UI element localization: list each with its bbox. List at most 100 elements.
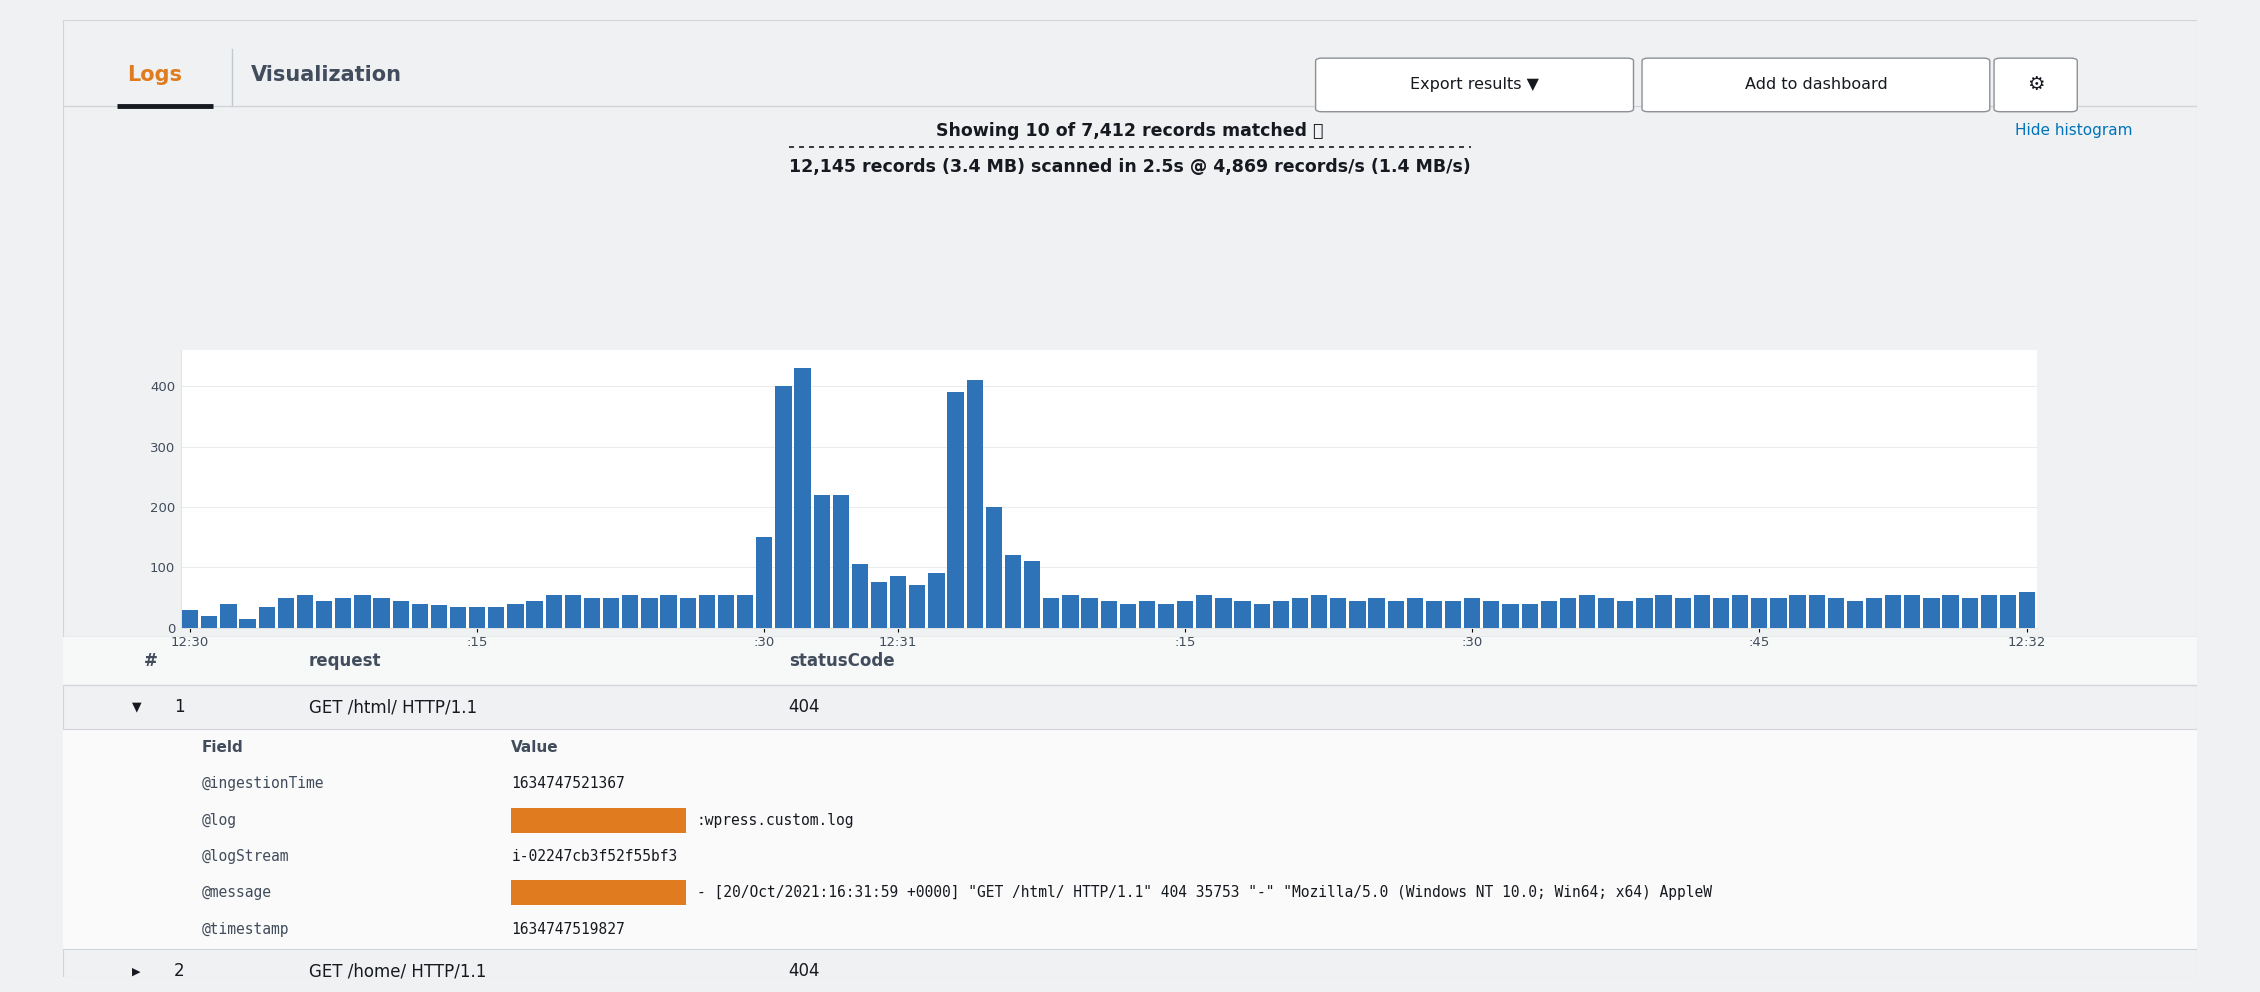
- Bar: [1444, 600, 1462, 628]
- Bar: [2000, 594, 2016, 628]
- Bar: [1944, 594, 1959, 628]
- Text: Showing 10 of 7,412 records matched ⓘ: Showing 10 of 7,412 records matched ⓘ: [936, 122, 1324, 140]
- Text: @message: @message: [201, 886, 271, 901]
- Bar: [1311, 594, 1327, 628]
- Bar: [1636, 597, 1652, 628]
- Bar: [1388, 600, 1403, 628]
- Bar: [432, 605, 447, 628]
- Bar: [642, 597, 658, 628]
- Bar: [622, 594, 637, 628]
- Bar: [1828, 597, 1844, 628]
- Bar: [316, 600, 332, 628]
- Bar: [1770, 597, 1785, 628]
- Bar: [1024, 561, 1040, 628]
- Bar: [1062, 594, 1078, 628]
- Bar: [488, 606, 504, 628]
- Bar: [411, 603, 427, 628]
- Bar: [1331, 597, 1347, 628]
- Bar: [1139, 600, 1155, 628]
- Bar: [890, 576, 906, 628]
- Bar: [545, 594, 563, 628]
- Bar: [1962, 597, 1978, 628]
- Text: request: request: [310, 652, 382, 671]
- Bar: [793, 368, 811, 628]
- Text: GET /home/ HTTP/1.1: GET /home/ HTTP/1.1: [310, 962, 486, 980]
- Bar: [296, 594, 314, 628]
- Bar: [1846, 600, 1862, 628]
- Bar: [1254, 603, 1270, 628]
- Bar: [1080, 597, 1098, 628]
- Bar: [393, 600, 409, 628]
- Bar: [1503, 603, 1519, 628]
- Text: statusCode: statusCode: [789, 652, 895, 671]
- Bar: [603, 597, 619, 628]
- Bar: [1234, 600, 1250, 628]
- Text: Field: Field: [201, 740, 244, 755]
- Text: Visualization: Visualization: [251, 65, 402, 85]
- Bar: [450, 606, 466, 628]
- Text: :wpress.custom.log: :wpress.custom.log: [696, 812, 854, 827]
- Bar: [737, 594, 753, 628]
- Text: Logs: Logs: [127, 65, 183, 85]
- Bar: [1157, 603, 1175, 628]
- Text: ▶: ▶: [131, 966, 140, 976]
- Bar: [1006, 556, 1022, 628]
- Bar: [201, 616, 217, 628]
- Bar: [1980, 594, 1998, 628]
- Bar: [63, 729, 2197, 949]
- Text: ⚙: ⚙: [2027, 75, 2045, 94]
- FancyBboxPatch shape: [1993, 59, 2077, 112]
- Bar: [1580, 594, 1596, 628]
- Bar: [1731, 594, 1749, 628]
- Bar: [660, 594, 676, 628]
- Bar: [947, 393, 963, 628]
- Bar: [852, 564, 868, 628]
- Text: @ingestionTime: @ingestionTime: [201, 777, 325, 792]
- Bar: [909, 585, 924, 628]
- Bar: [1464, 597, 1480, 628]
- Text: 1634747519827: 1634747519827: [511, 922, 626, 936]
- Bar: [1521, 603, 1537, 628]
- Bar: [1675, 597, 1690, 628]
- Text: @log: @log: [201, 812, 237, 827]
- Text: Value: Value: [511, 740, 558, 755]
- Bar: [470, 606, 486, 628]
- Text: - [20/Oct/2021:16:31:59 +0000] "GET /html/ HTTP/1.1" 404 35753 "-" "Mozilla/5.0 : - [20/Oct/2021:16:31:59 +0000] "GET /htm…: [696, 886, 1711, 901]
- Text: Hide histogram: Hide histogram: [2016, 123, 2133, 139]
- Bar: [219, 603, 237, 628]
- Bar: [240, 619, 255, 628]
- Bar: [1293, 597, 1309, 628]
- Bar: [1559, 597, 1575, 628]
- Bar: [757, 538, 773, 628]
- Bar: [1598, 597, 1614, 628]
- Bar: [719, 594, 735, 628]
- Bar: [1406, 597, 1424, 628]
- Bar: [511, 881, 687, 906]
- Bar: [1905, 594, 1921, 628]
- Text: 1634747521367: 1634747521367: [511, 777, 626, 792]
- FancyBboxPatch shape: [1315, 59, 1634, 112]
- Bar: [1119, 603, 1137, 628]
- Bar: [1272, 600, 1288, 628]
- Bar: [1618, 600, 1634, 628]
- Text: Add to dashboard: Add to dashboard: [1745, 77, 1887, 92]
- Bar: [258, 606, 276, 628]
- Bar: [63, 637, 2197, 685]
- Bar: [1752, 597, 1767, 628]
- Text: Export results ▼: Export results ▼: [1410, 77, 1539, 92]
- Text: 1: 1: [174, 698, 185, 716]
- Text: 2: 2: [174, 962, 185, 980]
- Bar: [814, 495, 829, 628]
- Bar: [1101, 600, 1116, 628]
- Text: i-02247cb3f52f55bf3: i-02247cb3f52f55bf3: [511, 849, 678, 864]
- Bar: [527, 600, 542, 628]
- Bar: [929, 573, 945, 628]
- Bar: [355, 594, 371, 628]
- Bar: [1426, 600, 1442, 628]
- Bar: [1923, 597, 1939, 628]
- Bar: [870, 582, 888, 628]
- Bar: [583, 597, 601, 628]
- Bar: [1483, 600, 1498, 628]
- Bar: [1790, 594, 1806, 628]
- Text: 12,145 records (3.4 MB) scanned in 2.5s @ 4,869 records/s (1.4 MB/s): 12,145 records (3.4 MB) scanned in 2.5s …: [789, 159, 1471, 177]
